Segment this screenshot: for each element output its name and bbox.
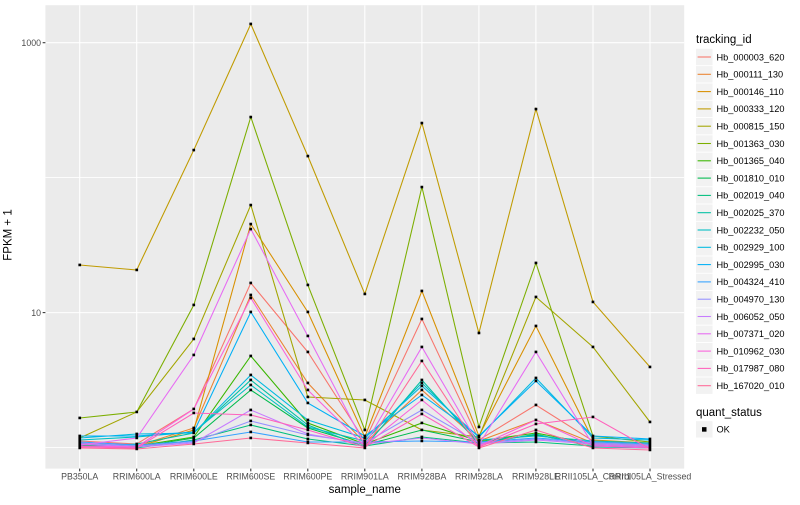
svg-text:Hb_002232_050: Hb_002232_050: [717, 225, 785, 235]
svg-text:Hb_017987_080: Hb_017987_080: [717, 364, 785, 374]
svg-text:Hb_000003_620: Hb_000003_620: [717, 52, 785, 62]
svg-text:RRIM600LA: RRIM600LA: [113, 472, 161, 482]
svg-text:Hb_167020_010: Hb_167020_010: [717, 381, 785, 391]
svg-text:Hb_001810_010: Hb_001810_010: [717, 173, 785, 183]
svg-text:RRIM928LE: RRIM928LE: [512, 472, 560, 482]
svg-text:RRII105LA_Stressed: RRII105LA_Stressed: [609, 472, 692, 482]
svg-text:Hb_001363_030: Hb_001363_030: [717, 139, 785, 149]
svg-text:Hb_002929_100: Hb_002929_100: [717, 243, 785, 253]
svg-text:RRIM600SE: RRIM600SE: [226, 472, 275, 482]
svg-text:PB350LA: PB350LA: [61, 472, 98, 482]
svg-text:Hb_006052_050: Hb_006052_050: [717, 312, 785, 322]
svg-text:Hb_001365_040: Hb_001365_040: [717, 156, 785, 166]
svg-text:10: 10: [31, 308, 41, 318]
svg-text:tracking_id: tracking_id: [696, 34, 752, 46]
svg-text:Hb_010962_030: Hb_010962_030: [717, 346, 785, 356]
svg-text:RRIM901LA: RRIM901LA: [341, 472, 389, 482]
svg-text:OK: OK: [717, 425, 731, 435]
svg-text:Hb_000333_120: Hb_000333_120: [717, 104, 785, 114]
svg-text:Hb_002995_030: Hb_002995_030: [717, 260, 785, 270]
svg-text:Hb_007371_020: Hb_007371_020: [717, 329, 785, 339]
svg-text:sample_name: sample_name: [329, 484, 401, 496]
svg-text:Hb_000111_130: Hb_000111_130: [717, 70, 784, 80]
svg-text:RRIM600PE: RRIM600PE: [283, 472, 332, 482]
svg-text:Hb_000815_150: Hb_000815_150: [717, 122, 785, 132]
svg-text:Hb_004324_410: Hb_004324_410: [717, 277, 785, 287]
svg-text:RRIM928BA: RRIM928BA: [397, 472, 446, 482]
svg-text:FPKM + 1: FPKM + 1: [3, 209, 15, 260]
svg-text:Hb_002019_040: Hb_002019_040: [717, 191, 785, 201]
svg-text:RRIM928LA: RRIM928LA: [455, 472, 503, 482]
svg-text:Hb_004970_130: Hb_004970_130: [717, 295, 785, 305]
svg-text:Hb_000146_110: Hb_000146_110: [717, 87, 784, 97]
svg-text:1000: 1000: [21, 38, 41, 48]
svg-text:RRII105LA_Control: RRII105LA_Control: [555, 472, 631, 482]
svg-text:RRIM600LE: RRIM600LE: [170, 472, 218, 482]
svg-text:Hb_002025_370: Hb_002025_370: [717, 208, 785, 218]
svg-text:quant_status: quant_status: [696, 407, 762, 419]
